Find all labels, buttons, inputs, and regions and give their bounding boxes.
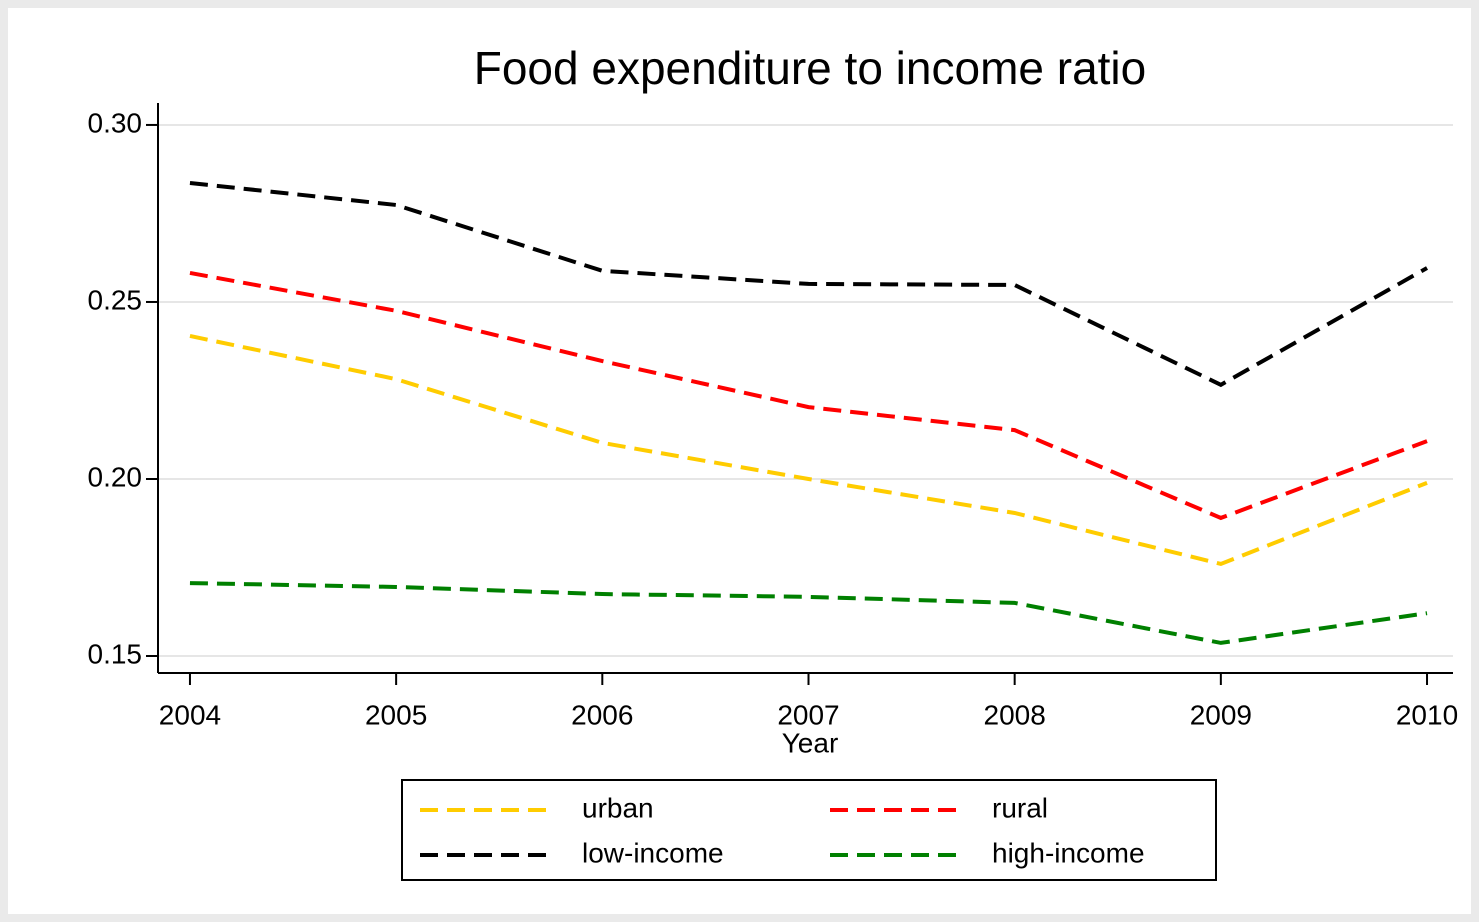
series-line <box>189 581 1428 645</box>
legend-label: rural <box>992 792 1048 823</box>
x-axis-label: Year <box>782 727 839 758</box>
legend-label: high-income <box>992 837 1145 868</box>
series-line <box>189 270 1428 521</box>
graph-region <box>8 8 1471 914</box>
x-tick-label: 2005 <box>365 699 427 730</box>
x-tick-label: 2007 <box>777 699 839 730</box>
x-tick-label: 2009 <box>1190 699 1252 730</box>
y-tick-label: 0.20 <box>88 461 143 492</box>
y-tick-label: 0.15 <box>88 638 143 669</box>
series-line <box>189 181 1429 388</box>
x-tick-label: 2010 <box>1396 699 1458 730</box>
legend-label: low-income <box>582 837 724 868</box>
x-tick-label: 2008 <box>984 699 1046 730</box>
y-tick-label: 0.25 <box>88 284 143 315</box>
chart-title: Food expenditure to income ratio <box>474 42 1147 94</box>
legend-box <box>401 779 1217 881</box>
series-line <box>189 333 1428 567</box>
y-tick-label: 0.30 <box>88 107 143 138</box>
x-tick-label: 2004 <box>159 699 221 730</box>
legend-label: urban <box>582 792 654 823</box>
x-tick-label: 2006 <box>571 699 633 730</box>
